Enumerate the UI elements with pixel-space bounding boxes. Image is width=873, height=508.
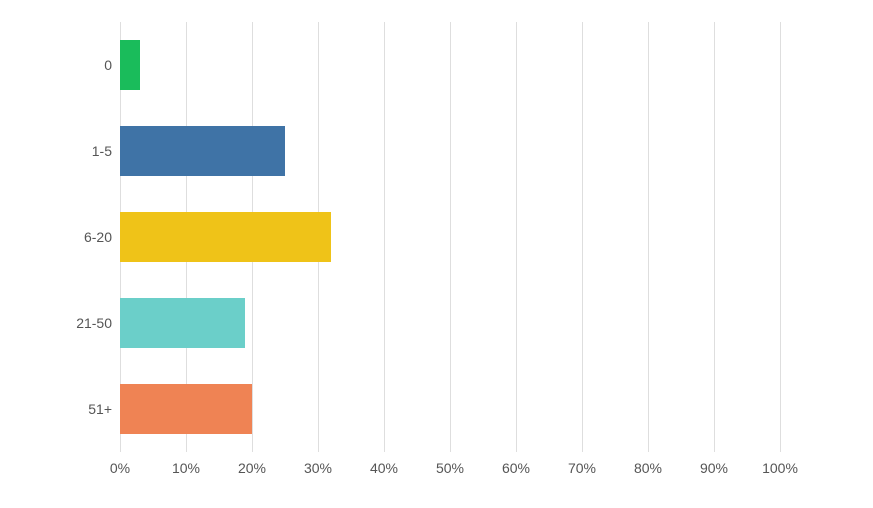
y-category-label-text: 6-20 bbox=[84, 229, 112, 245]
response-distribution-chart: 0% 10% 20% 30% 40% 50% 60% 70% 80% 90% 100% 0 1-5 6-2… bbox=[0, 0, 873, 508]
bar-row bbox=[120, 212, 780, 262]
x-tick-label: 30% bbox=[304, 460, 332, 476]
x-tick-label: 60% bbox=[502, 460, 530, 476]
chart-plot-area: 0%10%20%30%40%50%60%70%80%90%100%01-56-2… bbox=[120, 22, 780, 452]
x-tick-label: 40% bbox=[370, 460, 398, 476]
bar-row bbox=[120, 298, 780, 348]
bar bbox=[120, 384, 252, 434]
bar-row bbox=[120, 40, 780, 90]
x-tick-label: 20% bbox=[238, 460, 266, 476]
x-tick-label: 100% bbox=[762, 460, 798, 476]
y-category-label-text: 21-50 bbox=[76, 315, 112, 331]
x-tick-label: 50% bbox=[436, 460, 464, 476]
y-category-label-text: 51+ bbox=[88, 401, 112, 417]
x-tick-label: 90% bbox=[700, 460, 728, 476]
x-tick-label: 10% bbox=[172, 460, 200, 476]
bar bbox=[120, 126, 285, 176]
x-tick-label: 80% bbox=[634, 460, 662, 476]
bar bbox=[120, 40, 140, 90]
y-category-label-text: 1-5 bbox=[92, 143, 112, 159]
x-tick-label: 70% bbox=[568, 460, 596, 476]
bar bbox=[120, 212, 331, 262]
bar-row bbox=[120, 384, 780, 434]
bar bbox=[120, 298, 245, 348]
x-tick-label: 0% bbox=[110, 460, 130, 476]
bar-row bbox=[120, 126, 780, 176]
y-category-label-text: 0 bbox=[104, 57, 112, 73]
x-gridline bbox=[780, 22, 781, 452]
